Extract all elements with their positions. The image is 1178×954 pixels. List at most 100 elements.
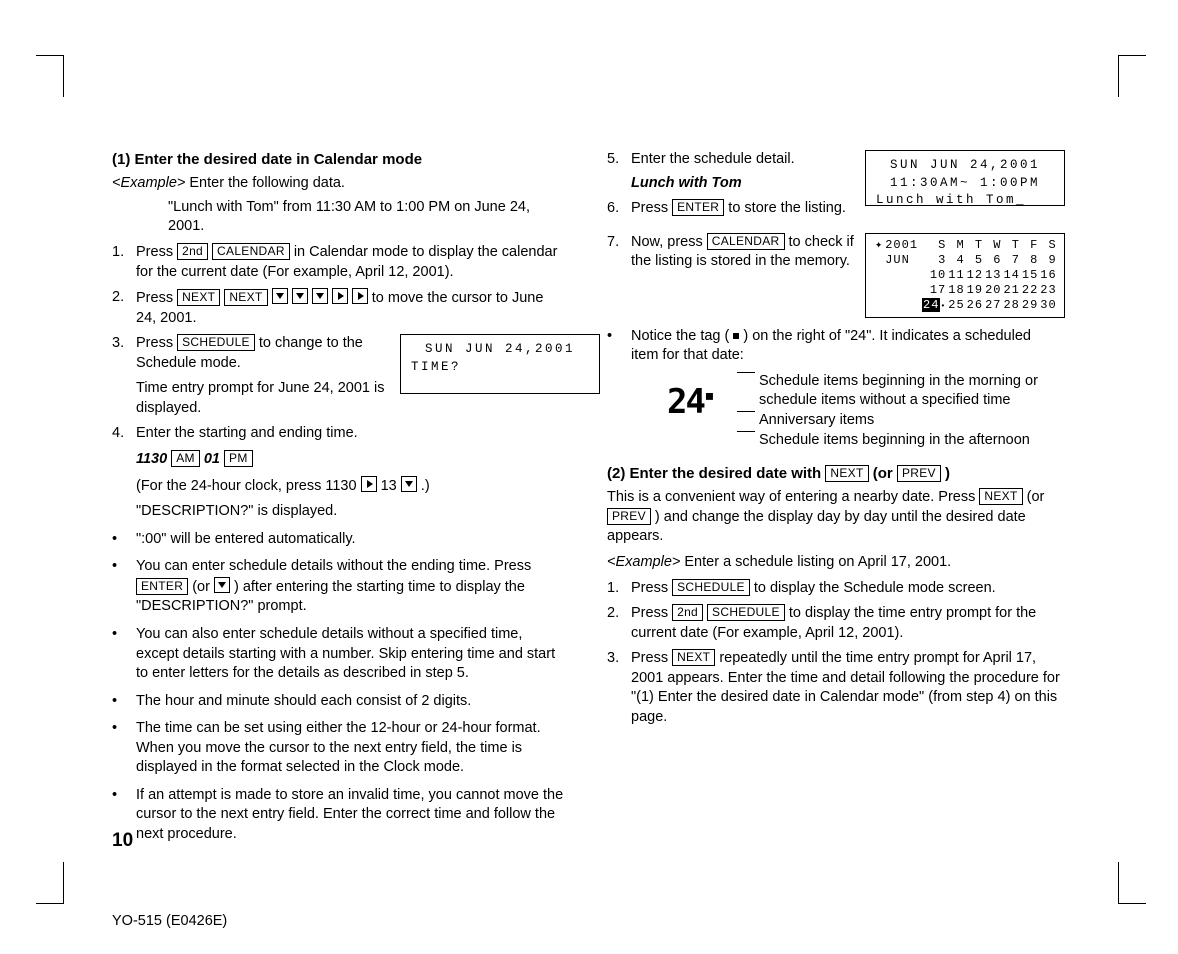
key-next: NEXT bbox=[224, 289, 267, 306]
step-num: 2. bbox=[112, 288, 136, 328]
key-prev: PREV bbox=[897, 465, 941, 482]
key-right-icon bbox=[352, 288, 368, 304]
bullet: •The hour and minute should each consist… bbox=[112, 692, 567, 712]
step-5: 5. Enter the schedule detail. Lunch with… bbox=[607, 150, 847, 193]
key-down-icon bbox=[401, 476, 417, 492]
key-right-icon bbox=[361, 476, 377, 492]
step-content: Press SCHEDULE to change to the Schedule… bbox=[136, 334, 387, 418]
step-num: 5. bbox=[607, 150, 631, 193]
page-content: (1) Enter the desired date in Calendar m… bbox=[112, 150, 1062, 845]
step-r1: 1. Press SCHEDULE to display the Schedul… bbox=[607, 579, 1062, 599]
lcd-screen-1: SUN JUN 24,2001 TIME? bbox=[400, 334, 600, 394]
step-4: 4. Enter the starting and ending time. 1… bbox=[112, 424, 567, 521]
description-note: "DESCRIPTION?" is displayed. bbox=[136, 502, 567, 522]
left-column: (1) Enter the desired date in Calendar m… bbox=[112, 150, 567, 845]
crop-mark-tr bbox=[1118, 55, 1146, 97]
section-1-heading: (1) Enter the desired date in Calendar m… bbox=[112, 150, 567, 170]
step-num: 1. bbox=[112, 243, 136, 282]
calendar-screen: ✦ 2001 SMTWTFS JUN3456789 10111213141516… bbox=[865, 233, 1065, 318]
step-num: 1. bbox=[607, 579, 631, 599]
lcd-line: SUN JUN 24,2001 bbox=[876, 157, 1054, 175]
key-am: AM bbox=[171, 450, 200, 467]
tag-label: Schedule items beginning in the afternoo… bbox=[755, 431, 1062, 451]
section-2-intro: This is a convenient way of entering a n… bbox=[607, 488, 1062, 547]
step-7: 7. Now, press CALENDAR to check if the l… bbox=[607, 233, 867, 272]
step-content: Enter the starting and ending time. 1130… bbox=[136, 424, 567, 521]
crop-mark-tl bbox=[36, 55, 64, 97]
bullet: •":00" will be entered automatically. bbox=[112, 530, 567, 550]
key-next: NEXT bbox=[979, 488, 1022, 505]
time-entry: 1130 AM 01 PM bbox=[136, 450, 567, 470]
connector-line bbox=[737, 431, 755, 451]
key-next: NEXT bbox=[825, 465, 868, 482]
lcd-line: SUN JUN 24,2001 bbox=[411, 341, 589, 359]
step-content: Press SCHEDULE to display the Schedule m… bbox=[631, 579, 1062, 599]
example-quote: "Lunch with Tom" from 11:30 AM to 1:00 P… bbox=[112, 198, 567, 237]
step-content: Press 2nd CALENDAR in Calendar mode to d… bbox=[136, 243, 567, 282]
key-pm: PM bbox=[224, 450, 253, 467]
step-r2: 2. Press 2nd SCHEDULE to display the tim… bbox=[607, 604, 1062, 643]
crop-mark-bl bbox=[36, 862, 64, 904]
step-num: 3. bbox=[112, 334, 136, 418]
connector-line bbox=[737, 372, 755, 411]
key-enter: ENTER bbox=[672, 199, 724, 216]
step-num: 7. bbox=[607, 233, 631, 272]
key-down-icon bbox=[272, 288, 288, 304]
key-down-icon bbox=[312, 288, 328, 304]
step-content: Press ENTER to store the listing. bbox=[631, 199, 847, 219]
key-right-icon bbox=[332, 288, 348, 304]
section-2-heading: (2) Enter the desired date with NEXT (or… bbox=[607, 464, 1062, 484]
step-num: 3. bbox=[607, 649, 631, 727]
step-content: Now, press CALENDAR to check if the list… bbox=[631, 233, 867, 272]
step-2: 2. Press NEXT NEXT to move the cursor to… bbox=[112, 288, 567, 328]
key-calendar: CALENDAR bbox=[212, 243, 290, 260]
example-label: <Example> bbox=[607, 554, 680, 570]
key-schedule: SCHEDULE bbox=[707, 604, 785, 621]
key-2nd: 2nd bbox=[672, 604, 703, 621]
step-6: 6. Press ENTER to store the listing. bbox=[607, 199, 847, 219]
bullet: •The time can be set using either the 12… bbox=[112, 719, 567, 778]
lcd-line: TIME? bbox=[411, 359, 589, 377]
bullet: •If an attempt is made to store an inval… bbox=[112, 786, 567, 845]
step-content: Press NEXT repeatedly until the time ent… bbox=[631, 649, 1062, 727]
tag-label: Anniversary items bbox=[755, 411, 1062, 431]
right-column: 5. Enter the schedule detail. Lunch with… bbox=[607, 150, 1062, 845]
key-schedule: SCHEDULE bbox=[672, 579, 750, 596]
key-next: NEXT bbox=[672, 649, 715, 666]
step-content: Press NEXT NEXT to move the cursor to Ju… bbox=[136, 288, 567, 328]
page-number: 10 bbox=[112, 830, 133, 852]
key-schedule: SCHEDULE bbox=[177, 334, 255, 351]
tag-label: Schedule items beginning in the morning … bbox=[755, 372, 1062, 411]
step-content: Enter the schedule detail. Lunch with To… bbox=[631, 150, 847, 193]
step-r3: 3. Press NEXT repeatedly until the time … bbox=[607, 649, 1062, 727]
key-prev: PREV bbox=[607, 508, 651, 525]
connector-line bbox=[737, 411, 755, 431]
key-2nd: 2nd bbox=[177, 243, 208, 260]
example-2: <Example> Enter a schedule listing on Ap… bbox=[607, 553, 1062, 573]
example-label: <Example> bbox=[112, 175, 185, 191]
schedule-detail: Lunch with Tom bbox=[631, 174, 847, 194]
segment-24-icon: 24▪ bbox=[667, 380, 711, 426]
key-next: NEXT bbox=[177, 289, 220, 306]
key-down-icon bbox=[214, 577, 230, 593]
bullet: •You can also enter schedule details wit… bbox=[112, 625, 567, 684]
step-1: 1. Press 2nd CALENDAR in Calendar mode t… bbox=[112, 243, 567, 282]
key-calendar: CALENDAR bbox=[707, 233, 785, 250]
lcd-line: Lunch with Tom_ bbox=[876, 192, 1054, 210]
example-text: Enter the following data. bbox=[185, 175, 345, 191]
lcd-screen-2: SUN JUN 24,2001 11:30AM~ 1:00PM Lunch wi… bbox=[865, 150, 1065, 206]
lcd-line: 11:30AM~ 1:00PM bbox=[876, 175, 1054, 193]
key-enter: ENTER bbox=[136, 578, 188, 595]
crop-mark-br bbox=[1118, 862, 1146, 904]
step-num: 2. bbox=[607, 604, 631, 643]
tag-diagram: 24▪ Schedule items beginning in the morn… bbox=[607, 372, 1062, 450]
bullet: • You can enter schedule details without… bbox=[112, 557, 567, 617]
step-content: Press 2nd SCHEDULE to display the time e… bbox=[631, 604, 1062, 643]
bullet: • Notice the tag ( ) on the right of "24… bbox=[607, 327, 1062, 366]
key-down-icon bbox=[292, 288, 308, 304]
step-num: 6. bbox=[607, 199, 631, 219]
clock-note: (For the 24-hour clock, press 1130 13 .) bbox=[136, 476, 567, 497]
footer-code: YO-515 (E0426E) bbox=[112, 913, 227, 929]
example-intro: <Example> Enter the following data. bbox=[112, 174, 567, 194]
step-3: 3. Press SCHEDULE to change to the Sched… bbox=[112, 334, 387, 418]
